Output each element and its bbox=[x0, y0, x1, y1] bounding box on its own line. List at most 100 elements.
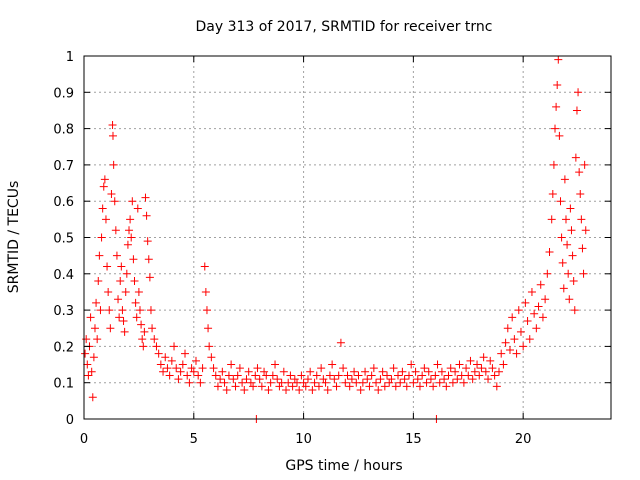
data-point bbox=[202, 306, 211, 315]
data-point bbox=[568, 251, 577, 260]
data-point bbox=[543, 269, 552, 278]
data-point bbox=[128, 197, 137, 206]
data-point bbox=[264, 385, 273, 394]
data-point bbox=[297, 371, 306, 380]
data-point bbox=[172, 364, 181, 373]
data-point bbox=[444, 371, 453, 380]
data-point bbox=[556, 197, 565, 206]
data-point bbox=[385, 378, 394, 387]
x-tick-label: 10 bbox=[295, 432, 312, 447]
data-point bbox=[178, 360, 187, 369]
data-point bbox=[579, 269, 588, 278]
data-point bbox=[105, 306, 114, 315]
data-point bbox=[488, 364, 497, 373]
data-point bbox=[549, 160, 558, 169]
data-point bbox=[400, 375, 409, 384]
data-point bbox=[317, 364, 326, 373]
data-point bbox=[435, 378, 444, 387]
data-point bbox=[314, 382, 323, 391]
data-point bbox=[129, 255, 138, 264]
data-point bbox=[137, 320, 146, 329]
data-point bbox=[356, 385, 365, 394]
data-point bbox=[301, 382, 310, 391]
data-point bbox=[426, 375, 435, 384]
data-point bbox=[519, 342, 528, 351]
data-point bbox=[271, 360, 280, 369]
data-point bbox=[486, 356, 495, 365]
data-point bbox=[251, 371, 260, 380]
data-point bbox=[527, 287, 536, 296]
data-point bbox=[93, 335, 102, 344]
data-point bbox=[422, 378, 431, 387]
data-point bbox=[191, 356, 200, 365]
data-point bbox=[246, 378, 255, 387]
data-point bbox=[194, 371, 203, 380]
axis-ticks bbox=[83, 55, 611, 420]
data-point bbox=[196, 378, 205, 387]
data-point bbox=[332, 382, 341, 391]
data-point bbox=[451, 367, 460, 376]
data-point bbox=[120, 327, 129, 336]
data-point bbox=[170, 342, 179, 351]
data-point bbox=[244, 367, 253, 376]
data-point bbox=[207, 353, 216, 362]
data-point bbox=[112, 251, 121, 260]
data-point bbox=[86, 313, 95, 322]
data-point bbox=[396, 378, 405, 387]
data-point bbox=[295, 385, 304, 394]
data-point bbox=[138, 335, 147, 344]
y-tick-label: 0 bbox=[66, 413, 74, 428]
data-point bbox=[376, 375, 385, 384]
data-point bbox=[574, 88, 583, 97]
data-point bbox=[209, 364, 218, 373]
data-point bbox=[101, 215, 110, 224]
data-point bbox=[492, 382, 501, 391]
data-point bbox=[130, 277, 139, 286]
data-point bbox=[97, 233, 106, 242]
data-point bbox=[459, 378, 468, 387]
data-point bbox=[132, 313, 141, 322]
data-point bbox=[163, 364, 172, 373]
data-point bbox=[233, 371, 242, 380]
data-point bbox=[181, 349, 190, 358]
data-point bbox=[116, 277, 125, 286]
data-point bbox=[145, 273, 154, 282]
data-point bbox=[555, 131, 564, 140]
data-point bbox=[201, 287, 210, 296]
y-tick-label: 0.2 bbox=[53, 340, 74, 355]
data-point bbox=[231, 382, 240, 391]
data-point bbox=[446, 364, 455, 373]
data-point bbox=[87, 367, 96, 376]
data-point bbox=[286, 371, 295, 380]
data-point bbox=[538, 313, 547, 322]
data-point bbox=[545, 248, 554, 257]
data-point bbox=[499, 360, 508, 369]
data-point bbox=[495, 367, 504, 376]
data-point bbox=[404, 371, 413, 380]
data-point bbox=[156, 360, 165, 369]
data-point bbox=[516, 327, 525, 336]
data-point bbox=[411, 367, 420, 376]
y-tick-label: 0.1 bbox=[53, 377, 74, 392]
data-point bbox=[104, 287, 113, 296]
data-point bbox=[220, 378, 229, 387]
data-point bbox=[510, 335, 519, 344]
data-point bbox=[503, 324, 512, 333]
data-point bbox=[100, 175, 109, 184]
data-point bbox=[347, 375, 356, 384]
data-point bbox=[557, 233, 566, 242]
data-point bbox=[576, 189, 585, 198]
data-point bbox=[536, 280, 545, 289]
data-point bbox=[530, 309, 539, 318]
data-point bbox=[200, 262, 209, 271]
data-point bbox=[569, 277, 578, 286]
data-point bbox=[571, 153, 580, 162]
data-point bbox=[361, 367, 370, 376]
data-point bbox=[118, 306, 127, 315]
data-point bbox=[299, 378, 308, 387]
data-point bbox=[238, 378, 247, 387]
data-point bbox=[402, 382, 411, 391]
data-point bbox=[106, 324, 115, 333]
data-point bbox=[123, 240, 132, 249]
data-point bbox=[268, 371, 277, 380]
